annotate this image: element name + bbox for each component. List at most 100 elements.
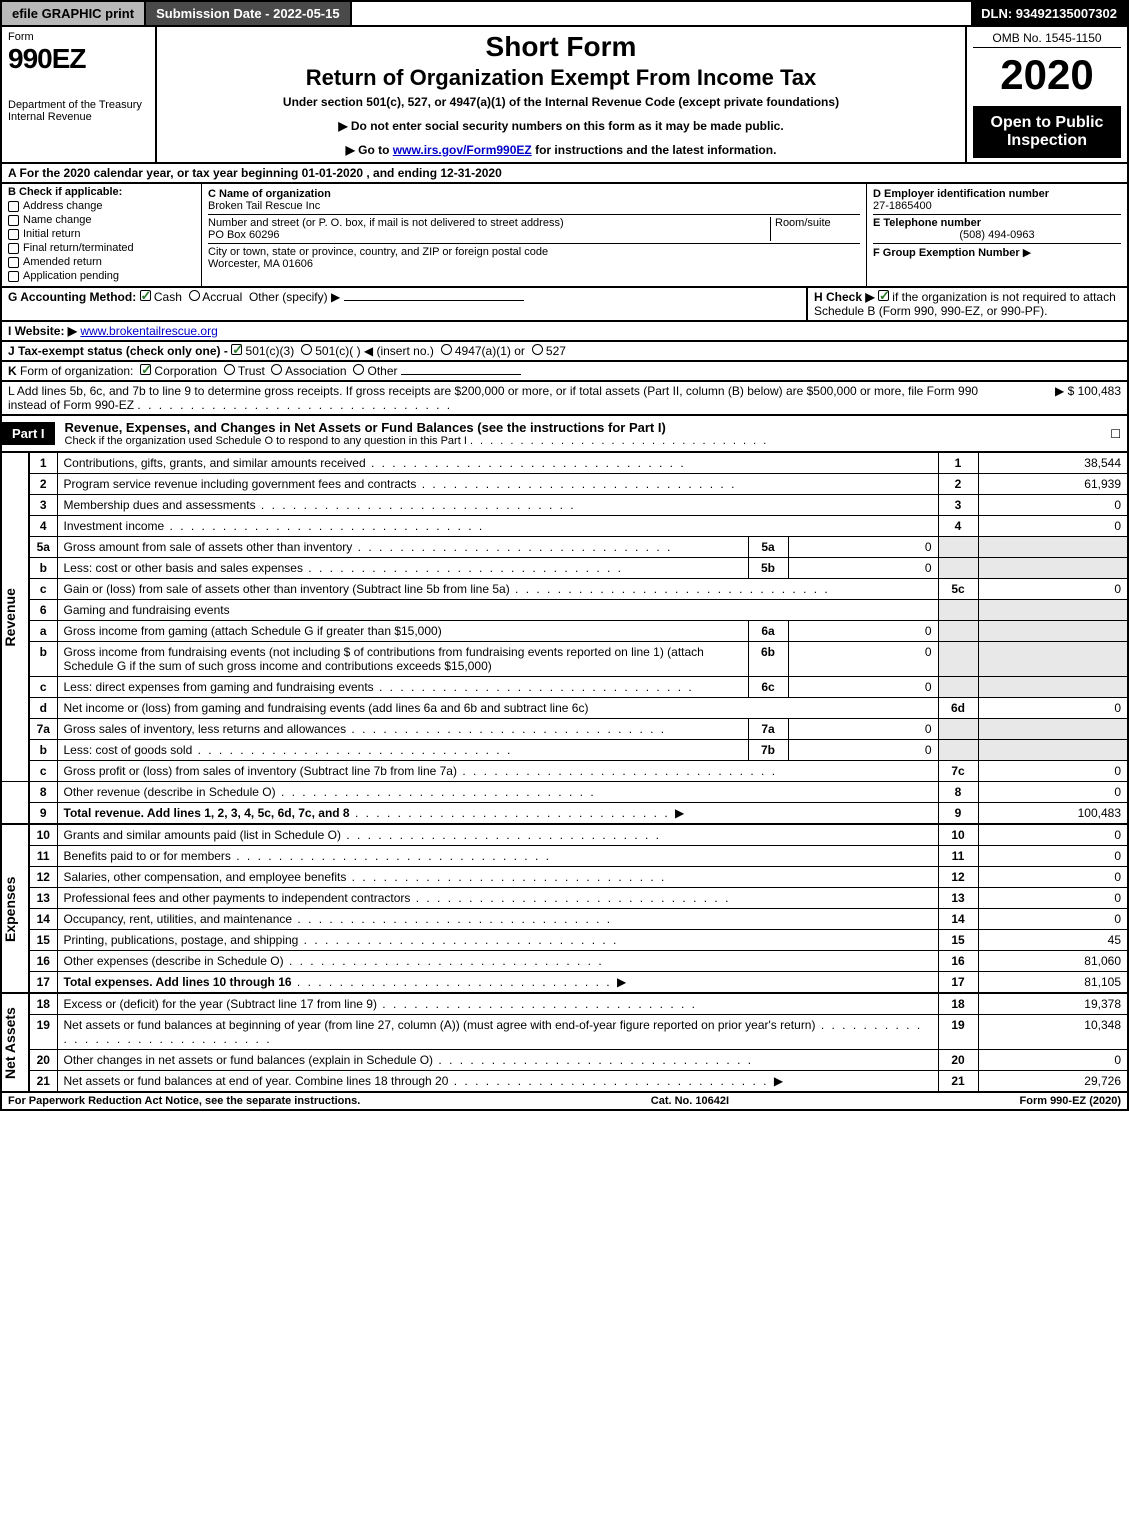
line-num: b xyxy=(29,642,57,677)
j-501c3: 501(c)(3) xyxy=(246,344,295,358)
section-bcdef: B Check if applicable: Address change Na… xyxy=(0,184,1129,288)
dln-label: DLN: 93492135007302 xyxy=(971,2,1127,25)
line-value-shade xyxy=(978,719,1128,740)
line-num: 4 xyxy=(29,516,57,537)
d-ein-label: D Employer identification number xyxy=(873,188,1121,200)
line-num: 3 xyxy=(29,495,57,516)
check-application-pending[interactable]: Application pending xyxy=(8,270,195,282)
line-value: 0 xyxy=(978,1050,1128,1071)
checkbox-corporation-icon[interactable] xyxy=(140,364,151,375)
line-box: 18 xyxy=(938,994,978,1015)
g-other-blank[interactable] xyxy=(344,300,524,301)
checkbox-icon[interactable] xyxy=(8,201,19,212)
line-num: a xyxy=(29,621,57,642)
line-text: Net income or (loss) from gaming and fun… xyxy=(57,698,938,719)
line-text: Contributions, gifts, grants, and simila… xyxy=(57,453,938,474)
radio-association-icon[interactable] xyxy=(271,364,282,375)
line-num: 17 xyxy=(29,972,57,994)
line-box: 12 xyxy=(938,867,978,888)
part-i-tag: Part I xyxy=(2,422,55,445)
open-public-badge: Open to Public Inspection xyxy=(973,106,1121,158)
line-value-shade xyxy=(978,558,1128,579)
dots-icon xyxy=(470,435,768,447)
l-amount: ▶ $ 100,483 xyxy=(1001,384,1121,412)
checkbox-icon[interactable] xyxy=(8,229,19,240)
row-l-gross-receipts: L Add lines 5b, 6c, and 7b to line 9 to … xyxy=(0,382,1129,416)
form-word: Form xyxy=(8,31,149,43)
radio-4947-icon[interactable] xyxy=(441,344,452,355)
line-text: Less: cost or other basis and sales expe… xyxy=(57,558,748,579)
line-value: 81,105 xyxy=(978,972,1128,994)
dots-icon xyxy=(137,398,452,412)
net-assets-side-label: Net Assets xyxy=(1,994,29,1092)
j-label: J Tax-exempt status (check only one) - xyxy=(8,344,228,358)
checkbox-icon[interactable] xyxy=(8,243,19,254)
efile-print-button[interactable]: efile GRAPHIC print xyxy=(2,2,146,25)
line-text: Gross profit or (loss) from sales of inv… xyxy=(57,761,938,782)
line-box: 2 xyxy=(938,474,978,495)
radio-527-icon[interactable] xyxy=(532,344,543,355)
expenses-table: Expenses 10 Grants and similar amounts p… xyxy=(0,825,1129,994)
website-link[interactable]: www.brokentailrescue.org xyxy=(80,324,217,338)
checkbox-icon[interactable] xyxy=(8,271,19,282)
section-h: H Check ▶ if the organization is not req… xyxy=(807,288,1127,320)
check-address-change[interactable]: Address change xyxy=(8,200,195,212)
line-box: 20 xyxy=(938,1050,978,1071)
checkbox-h-icon[interactable] xyxy=(878,290,889,301)
line-num: 18 xyxy=(29,994,57,1015)
check-amended-return[interactable]: Amended return xyxy=(8,256,195,268)
line-box-shade xyxy=(938,642,978,677)
part-i-checkbox[interactable]: ☐ xyxy=(1087,427,1127,441)
k-other-blank[interactable] xyxy=(401,374,521,375)
checkbox-icon[interactable] xyxy=(8,215,19,226)
inner-line-value: 0 xyxy=(788,642,938,677)
revenue-side-label-cont xyxy=(1,782,29,825)
line-value-shade xyxy=(978,537,1128,558)
section-b-checks: B Check if applicable: Address change Na… xyxy=(2,184,202,286)
line-num: 15 xyxy=(29,930,57,951)
goto-prefix: ▶ Go to xyxy=(346,143,393,157)
line-text: Printing, publications, postage, and shi… xyxy=(57,930,938,951)
line-value: 19,378 xyxy=(978,994,1128,1015)
line-num: c xyxy=(29,677,57,698)
line-box: 8 xyxy=(938,782,978,803)
line-text: Other changes in net assets or fund bala… xyxy=(57,1050,938,1071)
line-value: 0 xyxy=(978,761,1128,782)
radio-accrual-icon[interactable] xyxy=(189,290,200,301)
line-box-shade xyxy=(938,677,978,698)
return-title: Return of Organization Exempt From Incom… xyxy=(163,65,959,91)
line-value: 81,060 xyxy=(978,951,1128,972)
page-footer: For Paperwork Reduction Act Notice, see … xyxy=(0,1093,1129,1111)
line-value-shade xyxy=(978,621,1128,642)
line-box: 19 xyxy=(938,1015,978,1050)
part-i-title: Revenue, Expenses, and Changes in Net As… xyxy=(55,416,1087,451)
inner-line-value: 0 xyxy=(788,537,938,558)
radio-501c-icon[interactable] xyxy=(301,344,312,355)
radio-other-icon[interactable] xyxy=(353,364,364,375)
radio-trust-icon[interactable] xyxy=(224,364,235,375)
g-accrual: Accrual xyxy=(202,290,242,304)
checkbox-501c3-icon[interactable] xyxy=(231,344,242,355)
section-b-title: B Check if applicable: xyxy=(8,186,195,198)
line-text: Total revenue. Add lines 1, 2, 3, 4, 5c,… xyxy=(57,803,938,825)
check-name-change[interactable]: Name change xyxy=(8,214,195,226)
j-501c: 501(c)( ) ◀ (insert no.) xyxy=(315,344,434,358)
form-header: Form 990EZ Department of the Treasury In… xyxy=(0,25,1129,164)
line-num: 5a xyxy=(29,537,57,558)
checkbox-cash-icon[interactable] xyxy=(140,290,151,301)
goto-suffix: for instructions and the latest informat… xyxy=(532,143,777,157)
inner-line-value: 0 xyxy=(788,558,938,579)
line-text: Investment income xyxy=(57,516,938,537)
submission-date-button[interactable]: Submission Date - 2022-05-15 xyxy=(146,2,352,25)
line-box: 15 xyxy=(938,930,978,951)
revenue-table: Revenue 1 Contributions, gifts, grants, … xyxy=(0,453,1129,825)
check-initial-return[interactable]: Initial return xyxy=(8,228,195,240)
line-value: 0 xyxy=(978,516,1128,537)
line-value: 38,544 xyxy=(978,453,1128,474)
checkbox-icon[interactable] xyxy=(8,257,19,268)
check-final-return[interactable]: Final return/terminated xyxy=(8,242,195,254)
line-text: Gaming and fundraising events xyxy=(57,600,938,621)
line-box: 10 xyxy=(938,825,978,846)
inner-line-box: 6c xyxy=(748,677,788,698)
goto-link[interactable]: www.irs.gov/Form990EZ xyxy=(393,143,532,157)
